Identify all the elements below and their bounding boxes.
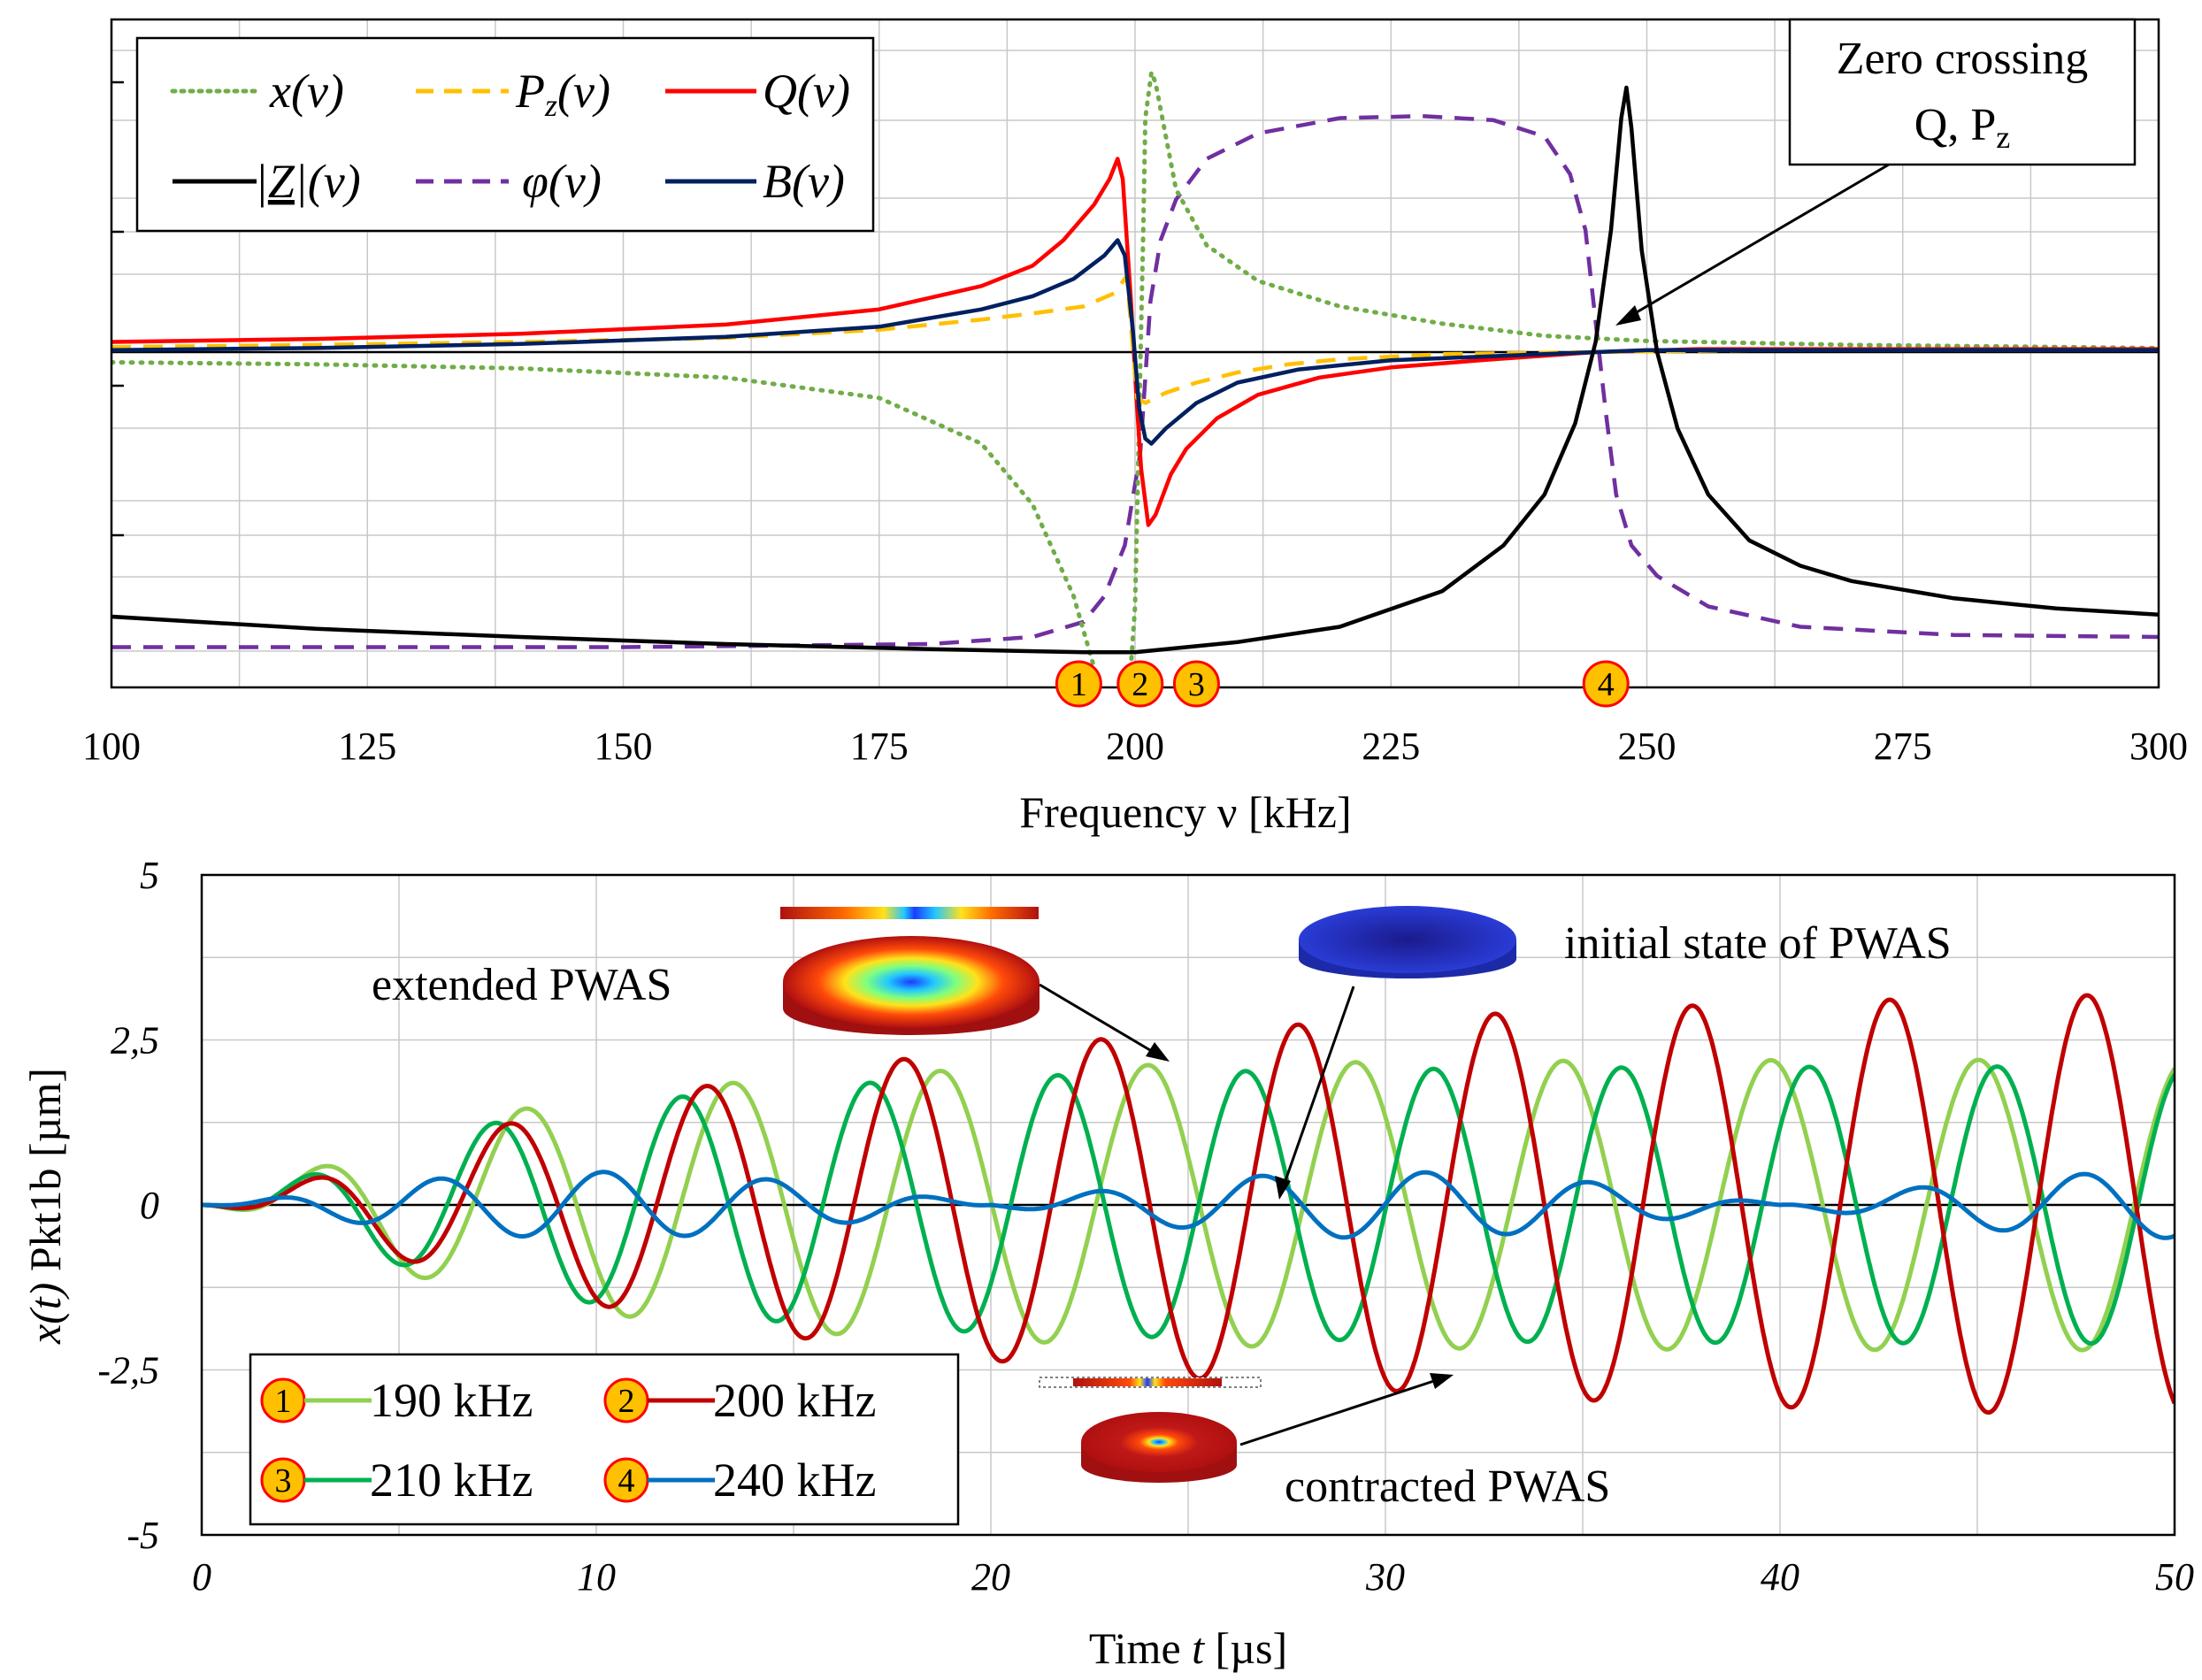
series-240khz-line	[202, 1170, 2175, 1240]
extended-pwas-label: extended PWAS	[372, 960, 671, 1010]
top-x-tick-label: 150	[595, 725, 653, 768]
legend-label-pz: Pz(ν)	[515, 65, 610, 123]
zero-crossing-line2: Q, Pz	[1914, 100, 2010, 155]
frequency-marker-1	[1055, 660, 1102, 708]
legend-label-190kHz: 190 kHz	[370, 1374, 533, 1427]
bottom-legend-entries: 1 190 kHz 2 200 kHz 3 210 kHz 4 240 kHz	[260, 1374, 876, 1507]
bottom-x-tick-label: 40	[1761, 1555, 1799, 1599]
contracted-pwas-label: contracted PWAS	[1285, 1461, 1610, 1512]
legend-label-x: x(ν)	[269, 65, 344, 118]
zero-crossing-annotation: Zero crossing Q, Pz	[1615, 18, 2137, 326]
top-x-tick-label: 175	[850, 725, 909, 768]
legend-marker-label: 1	[275, 1383, 292, 1420]
series-phi-line	[111, 113, 2159, 649]
frequency-markers: 1 2 3 4	[1055, 660, 1630, 708]
frequency-marker-2	[1116, 660, 1164, 708]
bottom-x-tick-label: 30	[1365, 1555, 1405, 1599]
extended-pwas-illustration	[780, 907, 1040, 1035]
top-x-tick-label: 200	[1106, 725, 1164, 768]
legend-label-200kHz: 200 kHz	[713, 1374, 876, 1427]
legend-marker-label: 2	[618, 1383, 635, 1420]
bottom-legend: 1 190 kHz 2 200 kHz 3 210 kHz 4 240 kHz	[249, 1353, 960, 1526]
frequency-response-chart: 100 125 150 175 200 225 250 275 300 1 2 3 4 Frequen…	[82, 18, 2188, 837]
frequency-marker-label: 1	[1070, 666, 1087, 703]
zero-crossing-box	[1788, 18, 2137, 166]
initial-pwas-disk	[1299, 906, 1516, 973]
initial-pwas-label: initial state of PWAS	[1564, 918, 1952, 969]
top-x-tick-label: 100	[82, 725, 141, 768]
initial-pwas-illustration	[1299, 906, 1516, 978]
top-x-tick-label: 300	[2129, 725, 2188, 768]
bottom-x-axis-label: Time t [µs]	[1089, 1623, 1287, 1673]
legend-label-q: Q(ν)	[763, 65, 850, 118]
top-series-group	[111, 70, 2159, 687]
zero-crossing-arrow	[1625, 163, 1890, 320]
extended-pwas-arrowhead	[1146, 1042, 1170, 1062]
bottom-legend-box	[249, 1353, 960, 1526]
series-200khz-line	[202, 993, 2175, 1415]
frequency-marker-4	[1582, 660, 1630, 708]
legend-marker-label: 3	[275, 1462, 292, 1500]
bottom-x-tick-label: 10	[577, 1555, 616, 1599]
contracted-pwas-disk	[1081, 1412, 1237, 1472]
legend-label-z: |Z|(ν)	[255, 155, 361, 208]
frequency-marker-label: 3	[1188, 666, 1205, 703]
legend-label-210kHz: 210 kHz	[370, 1454, 533, 1507]
top-x-axis-label: Frequency ν [kHz]	[1019, 787, 1351, 837]
bottom-y-tick-label: 0	[140, 1184, 159, 1227]
top-x-tick-label: 225	[1362, 725, 1420, 768]
zero-crossing-arrowhead	[1615, 305, 1641, 326]
frequency-marker-label: 2	[1132, 666, 1148, 703]
bottom-plot-frame	[200, 873, 2176, 1537]
legend-marker-label: 4	[618, 1462, 635, 1500]
top-legend-box	[135, 36, 875, 233]
top-x-tick-label: 125	[338, 725, 396, 768]
initial-pwas-arrowhead	[1275, 1176, 1291, 1200]
legend-label-240kHz: 240 kHz	[713, 1454, 876, 1507]
zero-crossing-line1: Zero crossing	[1837, 34, 2088, 84]
bottom-y-tick-label: 5	[140, 854, 159, 897]
bottom-tick-labels: 0 10 20 30 40 50 5 2,5 0 -2,5 -5	[97, 854, 2194, 1599]
series-B-line	[111, 238, 2159, 446]
bottom-y-tick-label: -5	[127, 1514, 159, 1557]
initial-pwas-arrow	[1281, 986, 1355, 1189]
legend-label-b: B(ν)	[763, 155, 845, 208]
bottom-y-axis-label: x(t) Pkt1b [µm]	[20, 1068, 70, 1345]
contracted-pwas-arrow	[1239, 1377, 1443, 1446]
bottom-y-tick-label: -2,5	[97, 1349, 159, 1392]
contracted-pwas-illustration	[1039, 1377, 1262, 1483]
bottom-series-group	[202, 993, 2175, 1415]
series-x-line	[111, 70, 2159, 687]
contracted-pwas-section-bar	[1073, 1378, 1222, 1386]
bottom-y-tick-label: 2,5	[111, 1019, 159, 1062]
top-legend: x(ν) Pz(ν) Q(ν) |Z|(ν) φ(ν) B(ν)	[135, 36, 875, 233]
bottom-x-tick-label: 0	[192, 1555, 211, 1599]
legend-label-phi: φ(ν)	[522, 155, 602, 208]
frequency-marker-label: 4	[1598, 666, 1615, 703]
top-x-tick-label: 250	[1618, 725, 1676, 768]
top-x-tick-labels: 100 125 150 175 200 225 250 275 300	[82, 725, 2188, 768]
extended-pwas-section-bar	[780, 907, 1039, 919]
time-response-chart: 0 10 20 30 40 50 5 2,5 0 -2,5 -5 Time t [µs] x(t) …	[20, 854, 2194, 1673]
bottom-x-tick-label: 20	[971, 1555, 1010, 1599]
extended-pwas-arrow	[1039, 983, 1160, 1057]
bottom-x-tick-label: 50	[2155, 1555, 2194, 1599]
series-Z-line	[111, 85, 2159, 655]
contracted-pwas-arrowhead	[1430, 1373, 1454, 1389]
top-x-tick-label: 275	[1874, 725, 1932, 768]
series-190khz-line	[202, 1057, 2175, 1353]
extended-pwas-disk	[783, 936, 1040, 1028]
frequency-marker-3	[1172, 660, 1220, 708]
